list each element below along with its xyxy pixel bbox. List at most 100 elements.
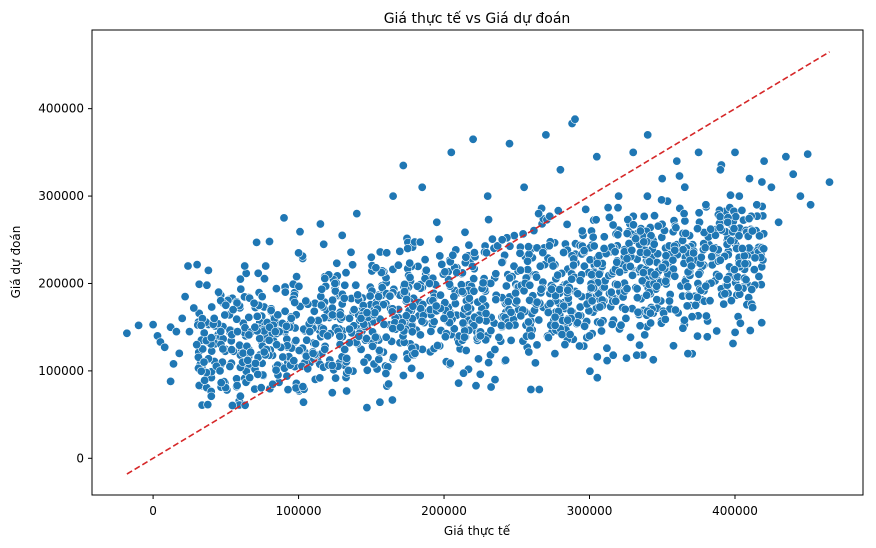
scatter-point xyxy=(401,311,411,321)
scatter-point xyxy=(754,231,764,241)
scatter-point xyxy=(243,355,253,365)
scatter-point xyxy=(410,348,420,358)
scatter-point xyxy=(245,373,255,383)
scatter-point xyxy=(484,215,494,225)
scatter-point xyxy=(402,294,412,304)
scatter-point xyxy=(613,203,623,213)
scatter-point xyxy=(628,220,638,230)
scatter-point xyxy=(290,297,300,307)
scatter-point xyxy=(592,373,602,383)
scatter-point xyxy=(603,203,613,213)
scatter-point xyxy=(235,391,245,401)
scatter-point xyxy=(280,287,290,297)
scatter-point xyxy=(506,307,516,317)
scatter-point xyxy=(209,313,219,323)
scatter-point xyxy=(672,156,682,166)
scatter-point xyxy=(301,296,311,306)
scatter-point xyxy=(639,237,649,247)
scatter-point xyxy=(682,301,692,311)
scatter-point xyxy=(378,300,388,310)
scatter-point xyxy=(674,171,684,181)
scatter-point xyxy=(264,237,274,247)
scatter-point xyxy=(343,365,353,375)
scatter-point xyxy=(294,281,304,291)
scatter-point xyxy=(622,284,632,294)
scatter-point xyxy=(524,347,534,357)
scatter-point xyxy=(370,332,380,342)
scatter-point xyxy=(493,241,503,251)
scatter-point xyxy=(291,335,301,345)
scatter-point xyxy=(405,272,415,282)
scatter-point xyxy=(720,289,730,299)
scatter-point xyxy=(491,295,501,305)
scatter-point xyxy=(196,320,206,330)
scatter-point xyxy=(580,321,590,331)
scatter-point xyxy=(781,152,791,162)
scatter-point xyxy=(192,260,202,270)
scatter-point xyxy=(340,280,350,290)
scatter-point xyxy=(341,268,351,278)
scatter-point xyxy=(642,191,652,201)
scatter-point xyxy=(795,191,805,201)
scatter-point xyxy=(585,366,595,376)
scatter-point xyxy=(256,383,266,393)
scatter-point xyxy=(523,242,533,252)
scatter-point xyxy=(545,211,555,221)
scatter-point xyxy=(621,313,631,323)
scatter-point xyxy=(687,312,697,322)
scatter-point xyxy=(468,134,478,144)
scatter-point xyxy=(467,261,477,271)
scatter-point xyxy=(475,331,485,341)
scatter-point xyxy=(486,382,496,392)
scatter-point xyxy=(298,382,308,392)
scatter-point xyxy=(559,248,569,258)
scatter-point xyxy=(381,368,391,378)
scatter-point xyxy=(512,296,522,306)
scatter-point xyxy=(439,313,449,323)
scatter-point xyxy=(415,330,425,340)
scatter-point xyxy=(240,400,250,410)
scatter-point xyxy=(259,347,269,357)
scatter-point xyxy=(706,224,716,234)
scatter-point xyxy=(708,244,718,254)
scatter-point xyxy=(650,270,660,280)
scatter-point xyxy=(579,246,589,256)
scatter-point xyxy=(722,274,732,284)
scatter-point xyxy=(227,345,237,355)
scatter-point xyxy=(548,261,558,271)
scatter-point xyxy=(563,315,573,325)
scatter-point xyxy=(550,291,560,301)
scatter-point xyxy=(384,379,394,389)
scatter-point xyxy=(253,369,263,379)
scatter-point xyxy=(292,272,302,282)
reference-line-layer xyxy=(126,51,830,475)
scatter-point xyxy=(486,326,496,336)
scatter-point xyxy=(487,234,497,244)
scatter-point xyxy=(327,360,337,370)
scatter-point xyxy=(622,229,632,239)
scatter-point xyxy=(344,313,354,323)
scatter-point xyxy=(701,311,711,321)
scatter-point xyxy=(759,156,769,166)
scatter-point xyxy=(445,358,455,368)
scatter-point xyxy=(570,114,580,124)
scatter-point xyxy=(328,295,338,305)
scatter-point xyxy=(199,357,209,367)
scatter-point xyxy=(730,147,740,157)
scatter-point xyxy=(306,315,316,325)
scatter-point xyxy=(579,261,589,271)
scatter-point xyxy=(634,340,644,350)
scatter-point xyxy=(535,261,545,271)
scatter-point xyxy=(339,293,349,303)
scatter-point xyxy=(435,251,445,261)
scatter-point xyxy=(591,215,601,225)
scatter-point xyxy=(602,343,612,353)
scatter-point xyxy=(622,254,632,264)
scatter-point xyxy=(415,370,425,380)
scatter-point xyxy=(236,284,246,294)
scatter-point xyxy=(352,209,362,219)
scatter-point xyxy=(719,299,729,309)
scatter-point xyxy=(511,288,521,298)
scatter-point xyxy=(652,295,662,305)
